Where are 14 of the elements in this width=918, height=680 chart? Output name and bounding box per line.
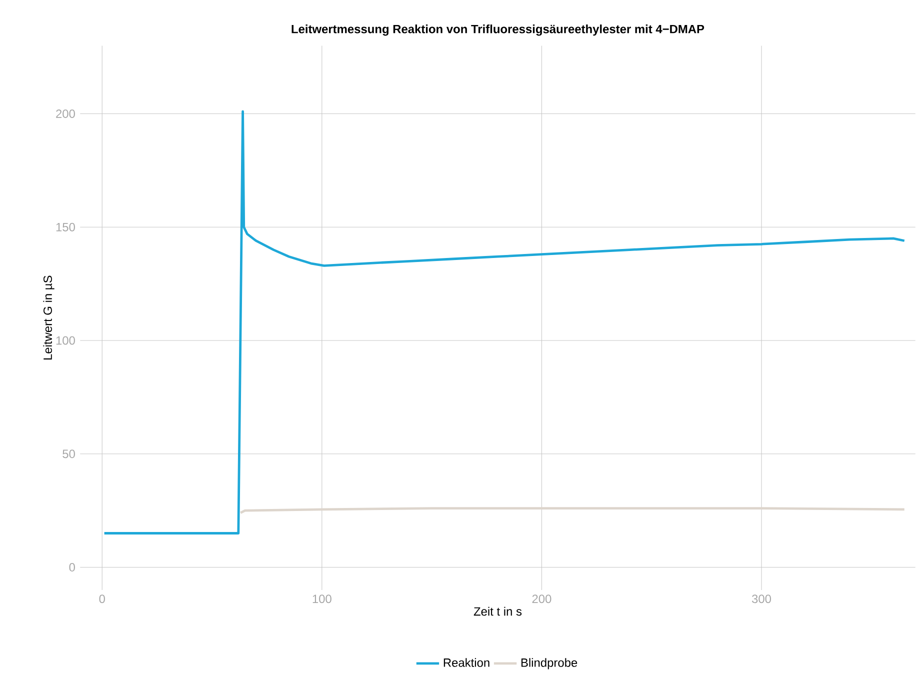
legend-label: Blindprobe xyxy=(521,658,578,670)
chart-title: Leitwertmessung Reaktion von Trifluoressigsäureethylester mit 4−DMAP xyxy=(292,24,704,36)
x-tick-label: 300 xyxy=(752,594,772,604)
y-tick-label: 150 xyxy=(56,222,75,232)
y-tick-label: 200 xyxy=(56,110,75,118)
x-axis-title: Zeit t in s xyxy=(474,606,522,616)
x-tick-label: 100 xyxy=(312,594,332,604)
y-axis-title: Leitwert G in µS xyxy=(43,276,54,360)
y-tick-label: 0 xyxy=(69,563,75,572)
x-tick-label: 200 xyxy=(532,594,552,604)
legend-label: Reaktion xyxy=(444,658,490,667)
y-tick-label: 50 xyxy=(62,450,75,458)
y-tick-label: 100 xyxy=(56,336,75,345)
x-tick-label: 0 xyxy=(99,594,105,604)
